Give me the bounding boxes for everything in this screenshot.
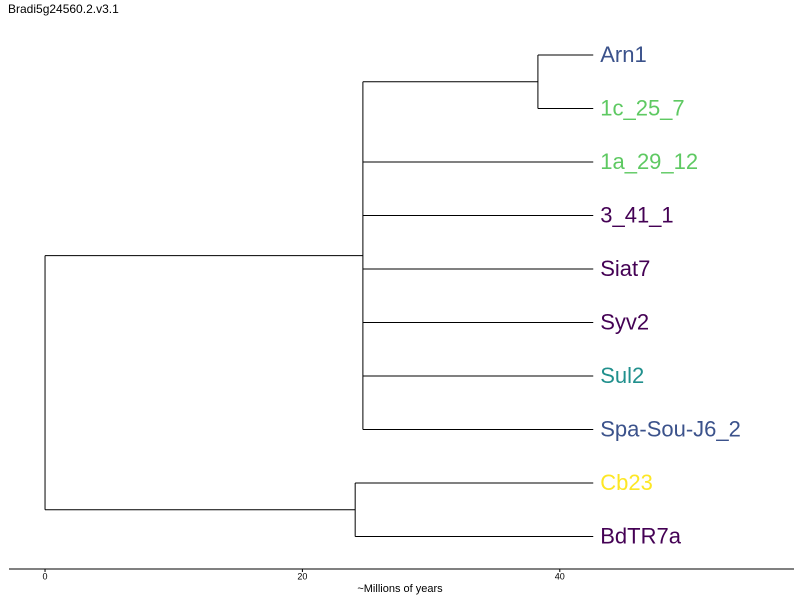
leaf-label: Cb23 <box>600 470 653 495</box>
x-tick-label: 40 <box>555 571 565 581</box>
x-axis-label: ~Millions of years <box>357 583 443 595</box>
leaf-label: Arn1 <box>600 42 646 67</box>
leaf-label: Siat7 <box>600 256 650 281</box>
leaf-label: 3_41_1 <box>600 202 673 227</box>
leaf-label: 1c_25_7 <box>600 95 684 120</box>
x-tick-label: 0 <box>43 571 48 581</box>
x-tick-label: 20 <box>297 571 307 581</box>
leaf-label: Sul2 <box>600 363 644 388</box>
chart-title: Bradi5g24560.2.v3.1 <box>8 2 119 16</box>
leaf-label: 1a_29_12 <box>600 149 698 174</box>
leaf-label: Syv2 <box>600 309 649 334</box>
leaf-label: BdTR7a <box>600 523 681 548</box>
leaf-label: Spa-Sou-J6_2 <box>600 416 741 441</box>
